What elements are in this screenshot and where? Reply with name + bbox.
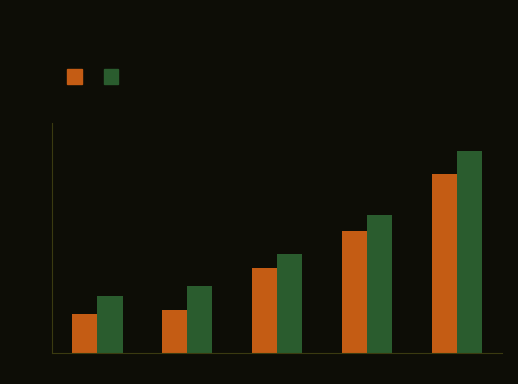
Bar [367,215,392,353]
Bar [277,254,303,353]
Bar [252,268,277,353]
Bar [97,296,123,353]
Bar [73,314,97,353]
Bar [188,286,212,353]
Bar [162,310,188,353]
Bar [431,174,457,353]
Bar [457,151,482,353]
Bar [342,231,367,353]
